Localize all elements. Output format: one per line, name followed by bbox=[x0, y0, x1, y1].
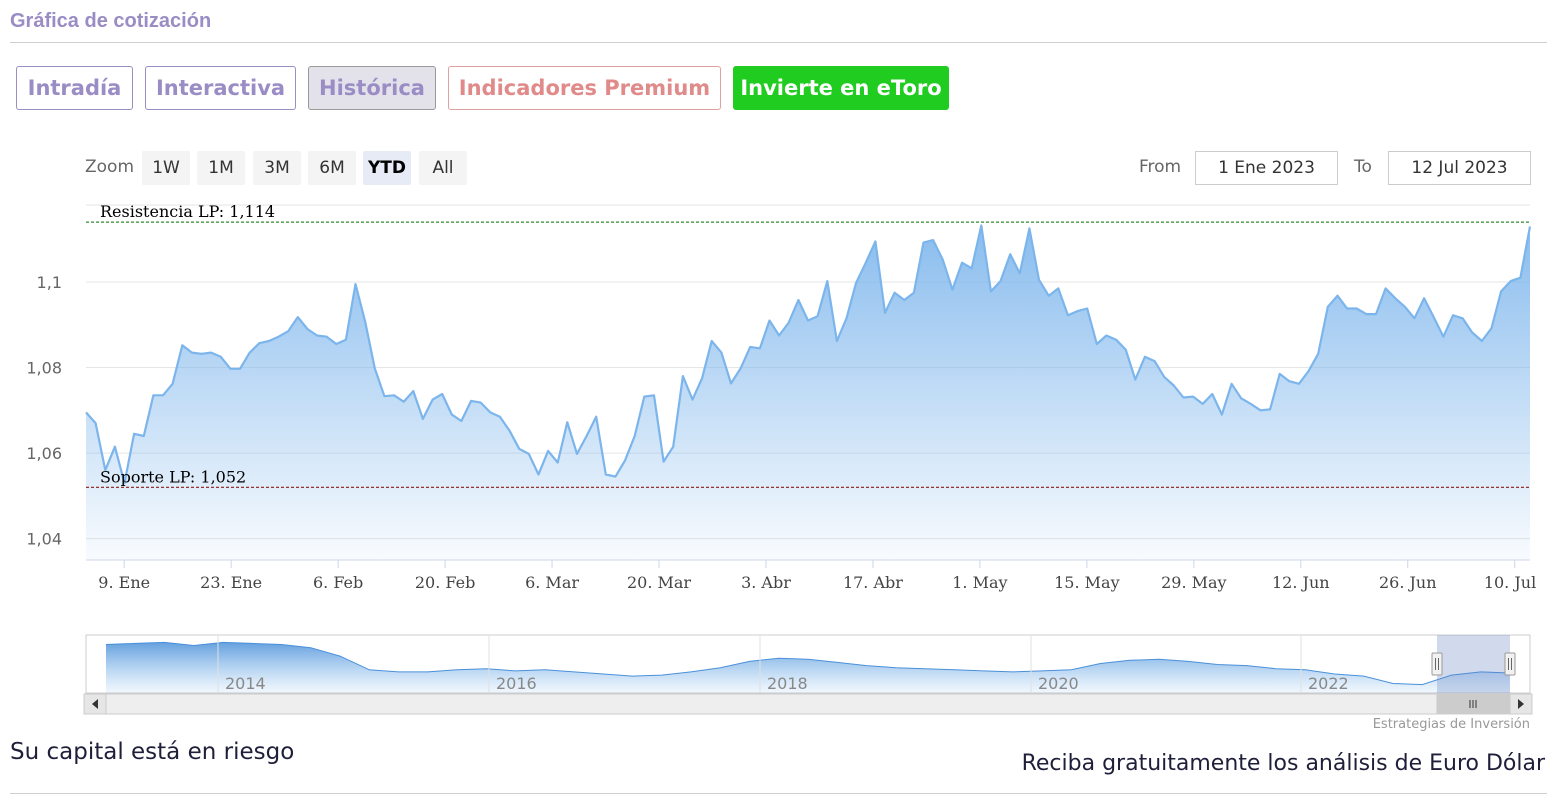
navigator-handle-right[interactable] bbox=[1504, 652, 1516, 676]
x-tick-label: 10. Jul bbox=[1484, 573, 1536, 592]
navigator-line bbox=[105, 641, 1511, 686]
resistance-label: Resistencia LP: 1,114 bbox=[100, 202, 275, 221]
newsletter-promo[interactable]: Reciba gratuitamente los análisis de Eur… bbox=[1021, 751, 1545, 776]
y-tick-label: 1,1 bbox=[37, 273, 62, 292]
zoom-3m-button[interactable]: 3M bbox=[253, 151, 301, 185]
reference-lines: Resistencia LP: 1,114 Soporte LP: 1,052 bbox=[86, 202, 1530, 488]
x-tick-label: 9. Ene bbox=[98, 573, 150, 592]
zoom-all-button[interactable]: All bbox=[419, 151, 467, 185]
chevron-left-icon bbox=[92, 699, 98, 709]
title-divider bbox=[10, 42, 1547, 43]
invierte-etoro-button[interactable]: Invierte en eToro bbox=[733, 66, 949, 110]
x-tick-label: 15. May bbox=[1054, 573, 1120, 592]
x-tick-label: 6. Feb bbox=[313, 573, 363, 592]
zoom-label: Zoom bbox=[85, 157, 135, 177]
range-from-input[interactable]: 1 Ene 2023 bbox=[1195, 151, 1338, 185]
x-tick-label: 23. Ene bbox=[200, 573, 262, 592]
price-chart[interactable]: Resistencia LP: 1,114 Soporte LP: 1,052 1… bbox=[0, 195, 1555, 725]
range-to-label: To bbox=[1354, 157, 1372, 177]
range-from-label: From bbox=[1139, 157, 1182, 177]
zoom-6m-button[interactable]: 6M bbox=[308, 151, 356, 185]
navigator-selection[interactable] bbox=[1437, 635, 1510, 693]
risk-warning: Su capital está en riesgo bbox=[10, 739, 295, 765]
y-axis: 1,04 1,06 1,08 1,1 bbox=[26, 273, 62, 549]
x-axis: 9. Ene 23. Ene 6. Feb 20. Feb 6. Mar 20. Mar 3… bbox=[86, 559, 1536, 592]
series-area bbox=[86, 225, 1530, 560]
x-tick-label: 1. May bbox=[952, 573, 1007, 592]
tab-historica[interactable]: Histórica bbox=[308, 66, 436, 110]
scrollbar-track[interactable] bbox=[83, 693, 1533, 715]
x-tick-label: 29. May bbox=[1161, 573, 1227, 592]
support-label: Soporte LP: 1,052 bbox=[100, 467, 246, 486]
chart-series bbox=[85, 224, 1532, 560]
x-tick-label: 3. Abr bbox=[741, 573, 791, 592]
y-tick-label: 1,06 bbox=[26, 444, 62, 463]
x-tick-label: 17. Abr bbox=[843, 573, 903, 592]
series-line bbox=[85, 224, 1532, 485]
navigator-area bbox=[106, 642, 1510, 693]
navigator-year-label: 2014 bbox=[225, 674, 266, 693]
y-tick-label: 1,04 bbox=[26, 530, 62, 549]
x-tick-label: 12. Jun bbox=[1272, 573, 1330, 592]
tab-intradia[interactable]: Intradía bbox=[16, 66, 133, 110]
navigator-year-label: 2022 bbox=[1308, 674, 1349, 693]
navigator-year-label: 2020 bbox=[1038, 674, 1079, 693]
navigator[interactable]: 2014 2016 2018 2020 2022 bbox=[83, 634, 1533, 715]
x-tick-label: 26. Jun bbox=[1379, 573, 1437, 592]
chevron-right-icon bbox=[1518, 699, 1524, 709]
navigator-year-label: 2018 bbox=[767, 674, 808, 693]
zoom-1w-button[interactable]: 1W bbox=[142, 151, 190, 185]
chart-credits[interactable]: Estrategias de Inversión bbox=[1372, 717, 1530, 732]
range-to-input[interactable]: 12 Jul 2023 bbox=[1388, 151, 1531, 185]
zoom-ytd-button[interactable]: YTD bbox=[363, 151, 411, 185]
x-tick-label: 6. Mar bbox=[525, 573, 579, 592]
footer-divider bbox=[10, 793, 1547, 794]
x-tick-label: 20. Feb bbox=[415, 573, 475, 592]
zoom-1m-button[interactable]: 1M bbox=[197, 151, 245, 185]
navigator-year-label: 2016 bbox=[496, 674, 537, 693]
x-tick-label: 20. Mar bbox=[627, 573, 691, 592]
navigator-handle-left[interactable] bbox=[1431, 652, 1443, 676]
tab-interactiva[interactable]: Interactiva bbox=[145, 66, 296, 110]
page-title: Gráfica de cotización bbox=[10, 10, 212, 32]
tab-indicadores-premium[interactable]: Indicadores Premium bbox=[448, 66, 721, 110]
y-tick-label: 1,08 bbox=[26, 359, 62, 378]
